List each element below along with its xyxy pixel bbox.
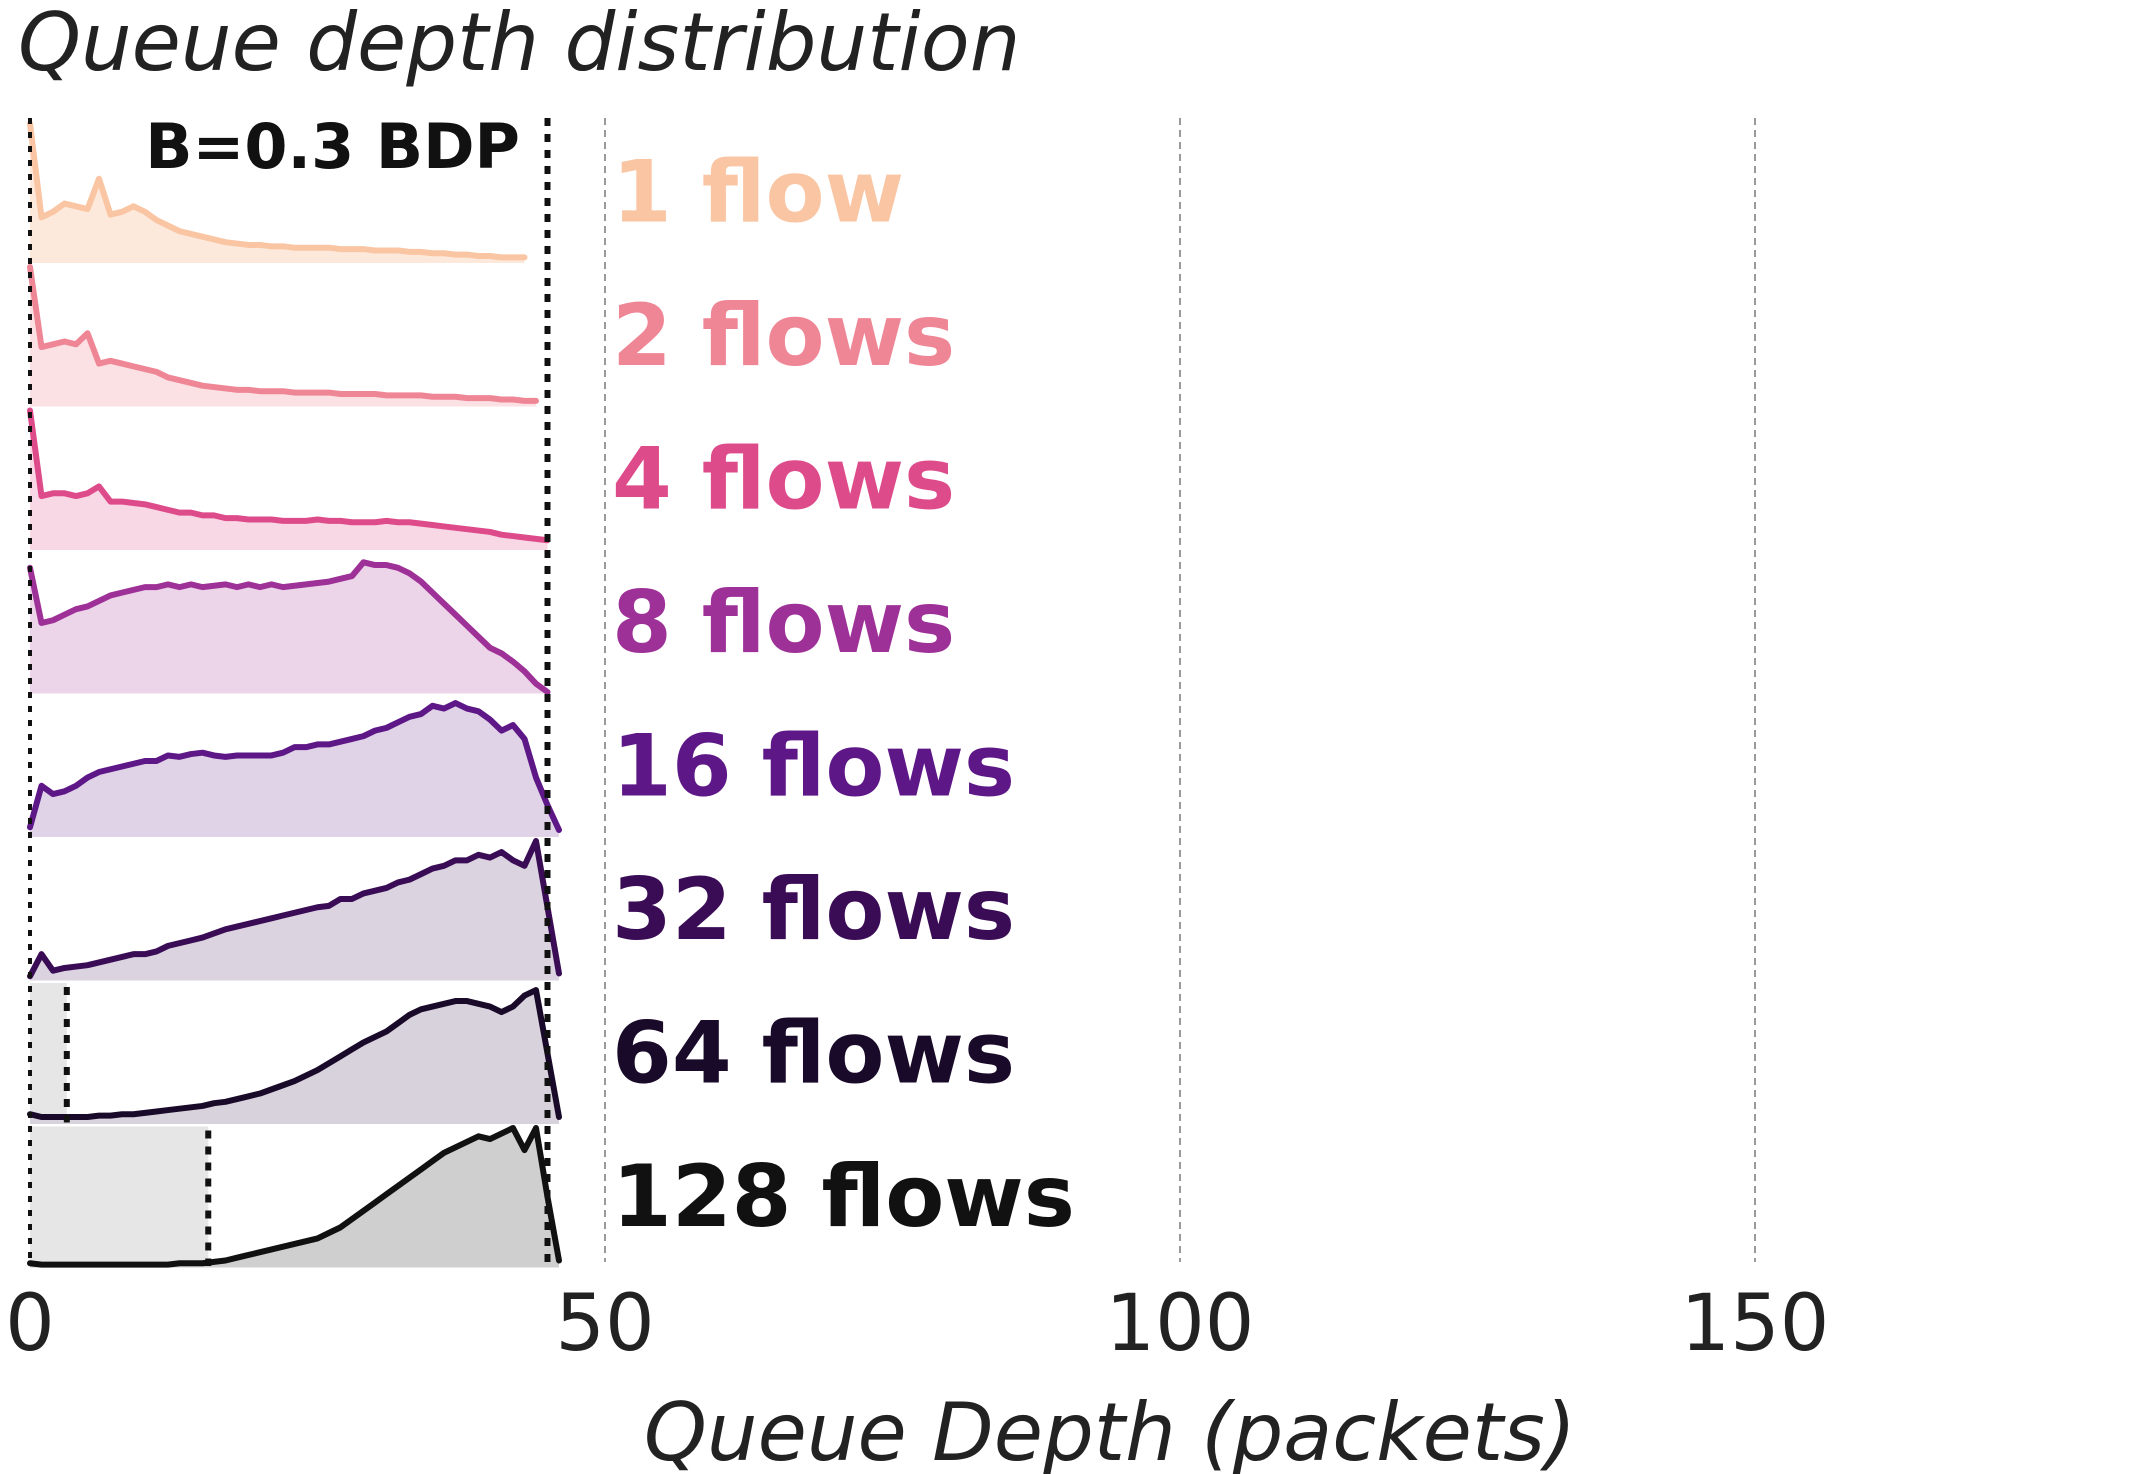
ridge-area-1 (30, 267, 536, 405)
series-label-4: 16 flows (612, 717, 1015, 817)
shaded-region-6 (30, 983, 67, 1123)
ridge-area-5 (30, 841, 559, 979)
series-label-1: 2 flows (612, 286, 955, 386)
ridge-4 (27, 700, 562, 837)
shaded-region-7 (30, 1126, 209, 1266)
ridge-6 (27, 983, 562, 1124)
ridge-line-7 (27, 1125, 562, 1268)
x-tick-1: 50 (555, 1279, 654, 1369)
ridge-line-4 (27, 700, 562, 833)
ridge-area-2 (30, 410, 548, 549)
chart-title: Queue depth distribution (18, 0, 1020, 89)
series-label-3: 8 flows (612, 573, 955, 673)
ridge-line-2 (27, 407, 551, 544)
buffer-lines (28, 118, 551, 1266)
x-axis-label: Queue Depth (packets) (644, 1386, 1576, 1474)
x-tick-labels: 0 50 100 150 (5, 1279, 1829, 1369)
grid-lines (604, 118, 1756, 1262)
x-tick-0: 0 (5, 1279, 55, 1369)
ridge-3 (27, 559, 551, 695)
series-label-6: 64 flows (612, 1004, 1015, 1104)
ridge-7 (27, 1125, 562, 1268)
x-tick-3: 150 (1681, 1279, 1830, 1369)
x-tick-2: 100 (1106, 1279, 1255, 1369)
ridge-5 (27, 838, 562, 981)
ridge-series (27, 120, 562, 1268)
ridge-line-1 (27, 264, 539, 404)
ridge-line-3 (27, 559, 551, 695)
ridge-area-3 (30, 562, 548, 692)
ridge-area-4 (30, 703, 559, 836)
series-labels: 1 flow 2 flows 4 flows 8 flows 16 flows 32 fl… (612, 143, 1075, 1248)
ridge-area-0 (30, 123, 525, 262)
ridge-line-6 (27, 987, 562, 1120)
series-label-2: 4 flows (612, 430, 955, 530)
ridge-line-0 (27, 120, 528, 261)
ridge-2 (27, 407, 551, 550)
ridge-0 (27, 120, 528, 263)
series-label-7: 128 flows (612, 1147, 1075, 1247)
ridge-1 (27, 264, 539, 407)
buffer-annotation: B=0.3 BDP (145, 110, 520, 183)
ridge-area-6 (30, 990, 559, 1123)
ridge-area-7 (30, 1128, 559, 1266)
series-label-5: 32 flows (612, 860, 1015, 960)
ridge-line-5 (27, 838, 562, 980)
series-label-0: 1 flow (612, 143, 904, 243)
